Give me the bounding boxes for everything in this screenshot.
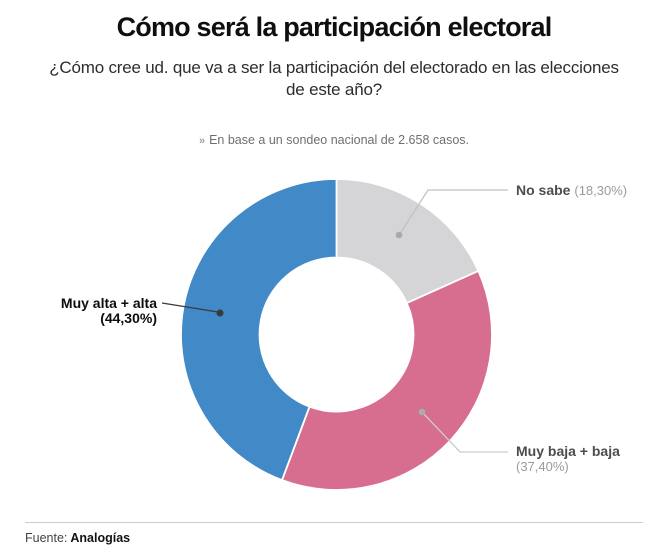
slice-label-no-sabe-value: (18,30%) (574, 183, 628, 198)
slice-label-muy-baja: Muy baja + baja (37,40%) (516, 443, 620, 475)
source-label: Fuente: (25, 531, 68, 545)
donut-segment-no-sabe (335, 178, 480, 305)
slice-label-muy-baja-name: Muy baja + baja (516, 443, 620, 459)
slice-label-muy-alta: Muy alta + alta (44,30%) (0, 296, 157, 326)
page-title: Cómo será la participación electoral (116, 12, 553, 42)
note-text: En base a un sondeo nacional de 2.658 ca… (209, 133, 470, 147)
slice-label-muy-alta-value: (44,30%) (100, 310, 157, 326)
subtitle-line-2: de este año? (286, 80, 382, 99)
slice-label-no-sabe-name: No sabe (516, 182, 571, 198)
footer-divider (25, 522, 643, 523)
source-credit: Fuente: Analogías (25, 531, 130, 545)
methodology-note: » En base a un sondeo nacional de 2.658 c… (0, 133, 668, 147)
leader-dot-muy-alta (216, 309, 224, 317)
donut-slices (180, 178, 493, 491)
subtitle-line-1: ¿Cómo cree ud. que va a ser la participa… (49, 58, 619, 77)
donut-segment-muy-alta-alta (180, 178, 338, 482)
slice-label-no-sabe: No sabe (18,30%) (516, 182, 628, 199)
slice-label-muy-alta-name: Muy alta + alta (60, 295, 157, 311)
leader-line-no-sabe (395, 189, 508, 239)
note-marker-icon: » (198, 135, 206, 147)
leader-dot-no-sabe (395, 231, 403, 239)
slice-label-muy-baja-value: (37,40%) (516, 459, 569, 474)
leader-line-muy-alta (161, 302, 224, 317)
donut-segment-muy-baja-baja (280, 269, 493, 491)
page-subtitle: ¿Cómo cree ud. que va a ser la participa… (0, 57, 668, 101)
source-name: Analogías (70, 531, 131, 545)
leader-dot-muy-baja (418, 408, 426, 416)
leader-line-muy-baja (418, 408, 508, 453)
